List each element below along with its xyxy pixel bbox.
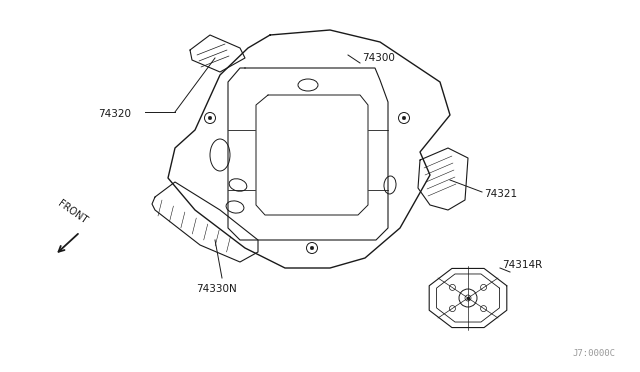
Text: 74330N: 74330N	[196, 284, 237, 294]
Circle shape	[208, 116, 212, 120]
Text: J7:0000C: J7:0000C	[572, 349, 615, 358]
Text: 74321: 74321	[484, 189, 517, 199]
Text: 74300: 74300	[362, 53, 395, 63]
Circle shape	[402, 116, 406, 120]
Text: 74320: 74320	[98, 109, 131, 119]
Text: FRONT: FRONT	[56, 199, 88, 226]
Text: 74314R: 74314R	[502, 260, 542, 270]
Circle shape	[310, 246, 314, 250]
